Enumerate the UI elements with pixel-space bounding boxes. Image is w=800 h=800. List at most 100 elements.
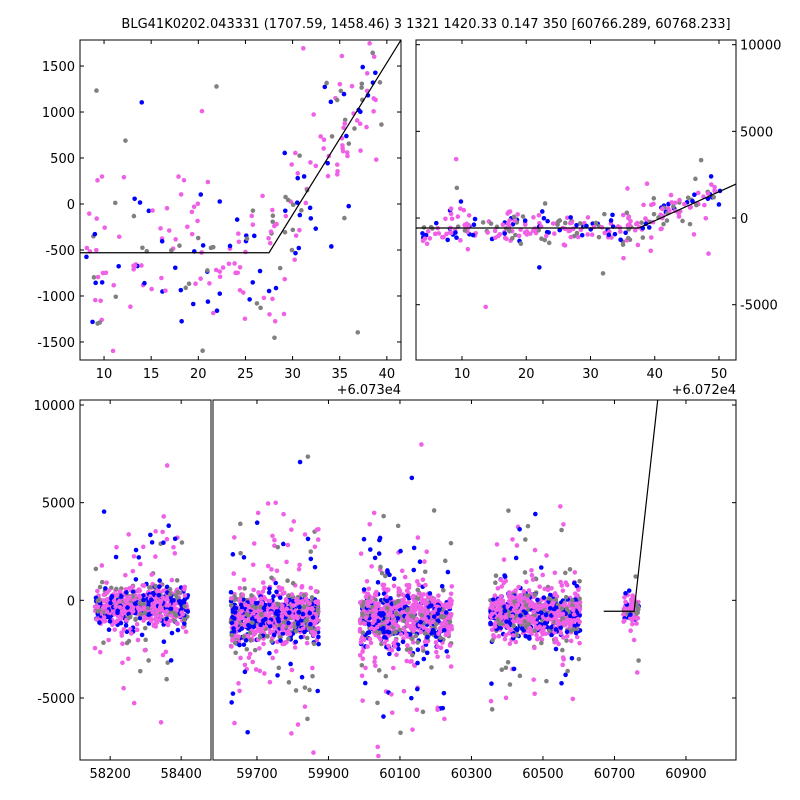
data-point xyxy=(518,241,524,247)
y-tick-label: 1500 xyxy=(42,60,75,75)
top-right: 10 20 30 40 50 -5000 0 5000 10000 +6.072e4 xyxy=(415,39,781,398)
data-point xyxy=(134,627,140,633)
data-point xyxy=(136,555,142,560)
data-point xyxy=(544,553,549,558)
data-point xyxy=(429,665,434,670)
data-point xyxy=(107,615,112,620)
data-point xyxy=(589,232,595,238)
data-point xyxy=(393,638,399,643)
x-tick-label: 30 xyxy=(582,367,599,382)
data-point xyxy=(307,687,312,693)
data-point xyxy=(95,609,101,614)
data-point xyxy=(237,596,243,602)
data-point xyxy=(123,138,128,143)
data-point xyxy=(95,588,100,594)
data-point xyxy=(664,218,670,223)
data-point xyxy=(232,720,237,726)
data-point xyxy=(626,235,631,241)
data-point xyxy=(135,605,141,610)
data-point xyxy=(389,710,395,716)
data-point xyxy=(293,233,299,238)
data-point xyxy=(186,441,191,446)
data-point xyxy=(384,587,390,592)
data-point xyxy=(433,640,439,645)
data-point xyxy=(544,678,549,684)
data-point xyxy=(108,600,113,606)
data-point xyxy=(111,282,117,288)
data-point xyxy=(308,216,314,221)
data-point xyxy=(182,617,187,622)
data-point xyxy=(291,519,297,524)
data-point xyxy=(363,665,368,671)
data-point xyxy=(267,312,272,317)
data-point xyxy=(408,646,413,652)
data-point xyxy=(232,616,237,621)
data-point xyxy=(168,658,174,663)
data-point xyxy=(321,137,327,143)
data-point xyxy=(618,237,623,243)
data-point xyxy=(351,456,356,461)
data-point xyxy=(524,579,529,585)
data-point xyxy=(295,171,301,176)
data-point xyxy=(382,640,387,646)
data-point xyxy=(502,636,508,642)
data-point xyxy=(493,580,498,586)
data-point xyxy=(444,649,450,654)
data-point xyxy=(260,580,266,585)
data-point xyxy=(626,588,632,593)
data-point xyxy=(139,100,145,105)
data-point xyxy=(86,211,92,216)
data-point xyxy=(110,348,116,354)
data-point xyxy=(575,616,581,622)
data-point xyxy=(308,160,313,165)
data-point xyxy=(584,223,589,229)
data-point xyxy=(293,688,299,693)
y-tick-label: 10000 xyxy=(740,39,781,54)
data-point xyxy=(651,201,656,207)
data-point xyxy=(669,200,675,205)
data-point xyxy=(299,585,305,590)
x-tick-label: 50 xyxy=(711,367,728,382)
data-point xyxy=(186,281,192,286)
data-point xyxy=(234,620,239,626)
data-point xyxy=(535,607,540,612)
y-tick-label: 0 xyxy=(67,594,75,609)
data-point xyxy=(362,621,367,627)
data-point xyxy=(621,255,626,261)
data-point xyxy=(386,643,391,649)
data-point xyxy=(417,559,423,565)
data-point xyxy=(560,611,566,617)
data-point xyxy=(250,659,255,665)
data-point xyxy=(661,221,666,227)
data-point xyxy=(409,695,414,701)
data-point xyxy=(630,621,635,627)
data-point xyxy=(302,685,308,690)
data-point xyxy=(164,676,169,682)
data-point xyxy=(99,563,105,568)
data-point xyxy=(138,561,143,567)
data-point xyxy=(535,597,540,603)
data-point xyxy=(513,555,519,561)
data-point xyxy=(311,750,316,755)
data-point xyxy=(531,677,537,682)
data-point xyxy=(576,604,582,610)
data-point xyxy=(378,564,383,570)
data-point xyxy=(521,595,527,601)
data-point xyxy=(559,527,564,533)
data-point xyxy=(511,623,516,629)
data-point xyxy=(436,231,442,236)
data-point xyxy=(461,207,467,213)
data-point xyxy=(389,692,394,697)
data-point xyxy=(492,601,497,606)
data-point xyxy=(420,709,426,715)
data-point xyxy=(540,572,546,578)
data-point xyxy=(507,228,512,234)
data-point xyxy=(380,627,386,632)
data-point xyxy=(562,220,568,226)
data-point xyxy=(164,596,170,602)
data-point xyxy=(504,619,509,624)
data-point xyxy=(153,554,158,559)
data-point xyxy=(106,637,111,643)
data-point xyxy=(175,627,181,633)
data-point xyxy=(227,243,233,249)
